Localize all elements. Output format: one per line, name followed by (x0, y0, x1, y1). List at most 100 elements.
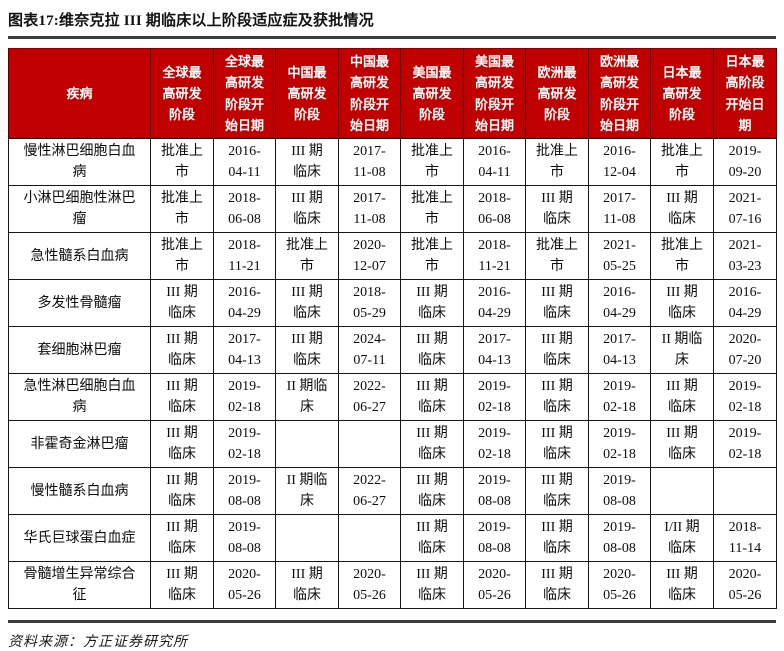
value-cell: III 期临床 (650, 373, 714, 421)
table-body: 慢性淋巴细胞白血病 批准上市 2016-04-11 III 期临床 2017-11-08… (8, 138, 777, 609)
value-cell: 2021-05-25 (588, 232, 651, 280)
value-cell: I/II 期临床 (650, 514, 714, 562)
value-cell: 2017-04-13 (463, 326, 526, 374)
value-cell: III 期临床 (150, 561, 214, 609)
value-cell: III 期临床 (650, 279, 714, 327)
value-cell: III 期临床 (525, 561, 589, 609)
value-cell: III 期临床 (400, 467, 464, 515)
col-header-eu-date: 欧洲最高研发阶段开始日期 (588, 48, 651, 139)
value-cell: III 期临床 (400, 279, 464, 327)
value-cell: III 期临床 (400, 326, 464, 374)
value-cell: 2019-08-08 (463, 467, 526, 515)
value-cell: 2016-04-29 (588, 279, 651, 327)
table-row: 非霍奇金淋巴瘤 III 期临床 2019-02-18 III 期临床 2019-02-1… (8, 420, 777, 468)
value-cell: III 期临床 (400, 420, 464, 468)
value-cell: III 期临床 (525, 373, 589, 421)
value-cell (713, 467, 777, 515)
value-cell: 批准上市 (400, 232, 464, 280)
value-cell: III 期临床 (525, 467, 589, 515)
value-cell: 2018-11-14 (713, 514, 777, 562)
value-cell: 2018-11-21 (213, 232, 276, 280)
value-cell: 2022-06-27 (338, 373, 401, 421)
value-cell: 2021-03-23 (713, 232, 777, 280)
value-cell: 2019-08-08 (588, 514, 651, 562)
value-cell: 批准上市 (150, 232, 214, 280)
value-cell: 批准上市 (400, 185, 464, 233)
disease-cell: 套细胞淋巴瘤 (8, 326, 151, 374)
value-cell: 2016-12-04 (588, 138, 651, 186)
value-cell: III 期临床 (525, 185, 589, 233)
value-cell (650, 467, 714, 515)
value-cell: 2019-02-18 (588, 373, 651, 421)
disease-cell: 小淋巴细胞性淋巴瘤 (8, 185, 151, 233)
value-cell: III 期临床 (525, 279, 589, 327)
value-cell: III 期临床 (150, 326, 214, 374)
value-cell: 2020-12-07 (338, 232, 401, 280)
table-row: 套细胞淋巴瘤 III 期临床 2017-04-13 III 期临床 2024-07-11… (8, 326, 777, 374)
disease-cell: 多发性骨髓瘤 (8, 279, 151, 327)
table-row: 急性淋巴细胞白血病 III 期临床 2019-02-18 II 期临床 2022-06-… (8, 373, 777, 421)
value-cell: 2019-02-18 (463, 373, 526, 421)
value-cell: III 期临床 (275, 326, 339, 374)
source-note: 资料来源：方正证券研究所 (8, 635, 188, 650)
value-cell: III 期临床 (275, 561, 339, 609)
value-cell: III 期临床 (650, 561, 714, 609)
value-cell: 2024-07-11 (338, 326, 401, 374)
value-cell: 2016-04-11 (463, 138, 526, 186)
value-cell: III 期临床 (525, 420, 589, 468)
value-cell: 2017-11-08 (338, 185, 401, 233)
value-cell: 2019-09-20 (713, 138, 777, 186)
value-cell: III 期临床 (525, 326, 589, 374)
value-cell: 2020-05-26 (713, 561, 777, 609)
value-cell: 2021-07-16 (713, 185, 777, 233)
value-cell: III 期临床 (150, 279, 214, 327)
col-header-us-date: 美国最高研发阶段开始日期 (463, 48, 526, 139)
value-cell: 2018-05-29 (338, 279, 401, 327)
col-header-china-date: 中国最高研发阶段开始日期 (338, 48, 401, 139)
value-cell: III 期临床 (150, 514, 214, 562)
disease-cell: 慢性髓系白血病 (8, 467, 151, 515)
value-cell: III 期临床 (275, 279, 339, 327)
value-cell: 批准上市 (400, 138, 464, 186)
disease-cell: 华氏巨球蛋白血症 (8, 514, 151, 562)
value-cell: III 期临床 (275, 138, 339, 186)
value-cell: 2018-11-21 (463, 232, 526, 280)
value-cell: 批准上市 (650, 138, 714, 186)
col-header-japan-stage: 日本最高研发阶段 (650, 48, 714, 139)
value-cell: III 期临床 (150, 420, 214, 468)
value-cell: 2018-06-08 (463, 185, 526, 233)
value-cell: 2017-11-08 (588, 185, 651, 233)
value-cell: 批准上市 (275, 232, 339, 280)
value-cell: III 期临床 (525, 514, 589, 562)
value-cell: 批准上市 (525, 138, 589, 186)
value-cell: 2019-02-18 (213, 420, 276, 468)
value-cell: 2020-05-26 (588, 561, 651, 609)
value-cell: III 期临床 (400, 561, 464, 609)
value-cell: 2020-05-26 (213, 561, 276, 609)
col-header-japan-date: 日本最高阶段开始日期 (713, 48, 777, 139)
col-header-china-stage: 中国最高研发阶段 (275, 48, 339, 139)
col-header-global-stage: 全球最高研发阶段 (150, 48, 214, 139)
value-cell (338, 420, 401, 468)
value-cell: III 期临床 (650, 185, 714, 233)
value-cell: III 期临床 (650, 420, 714, 468)
value-cell: 批准上市 (525, 232, 589, 280)
clinical-stage-table: 疾病 全球最高研发阶段 全球最高研发阶段开始日期 中国最高研发阶段 中国最高研发… (8, 48, 777, 609)
table-row: 多发性骨髓瘤 III 期临床 2016-04-29 III 期临床 2018-05-29… (8, 279, 777, 327)
value-cell: 2019-02-18 (713, 373, 777, 421)
value-cell: 2016-04-11 (213, 138, 276, 186)
value-cell (338, 514, 401, 562)
value-cell: 2020-05-26 (338, 561, 401, 609)
value-cell: II 期临床 (650, 326, 714, 374)
value-cell: 2016-04-29 (463, 279, 526, 327)
value-cell: 2020-05-26 (463, 561, 526, 609)
value-cell (275, 514, 339, 562)
value-cell: 批准上市 (650, 232, 714, 280)
table-row: 骨髓增生异常综合征 III 期临床 2020-05-26 III 期临床 2020-05… (8, 561, 777, 609)
value-cell: 2017-04-13 (213, 326, 276, 374)
disease-cell: 慢性淋巴细胞白血病 (8, 138, 151, 186)
value-cell: 2019-08-08 (588, 467, 651, 515)
disease-cell: 急性髓系白血病 (8, 232, 151, 280)
value-cell (275, 420, 339, 468)
